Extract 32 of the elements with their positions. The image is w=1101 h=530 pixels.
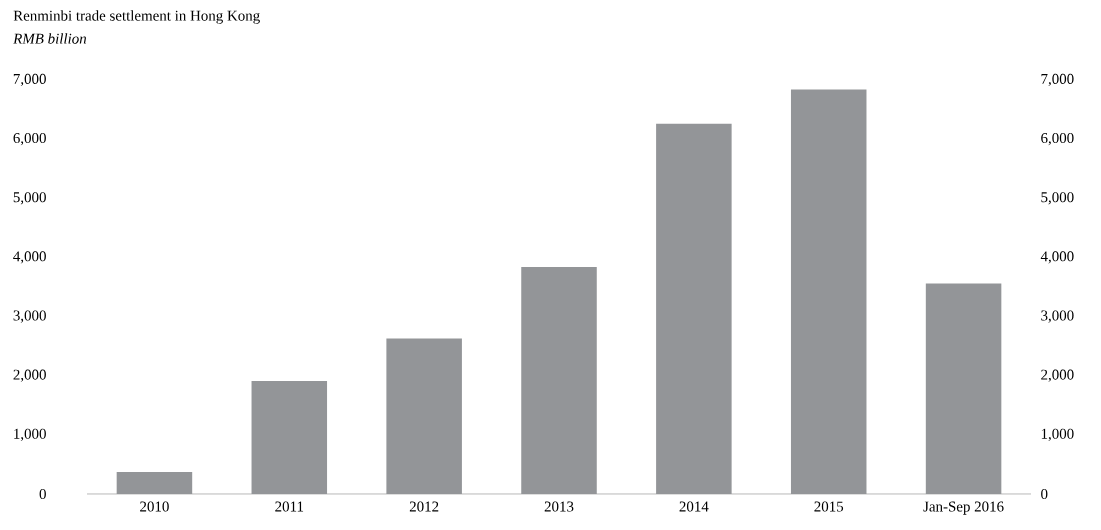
x-tick-label: 2014 <box>679 501 709 512</box>
bar <box>386 338 462 494</box>
bar <box>116 472 193 494</box>
y2-tick-label: 7,000 <box>1041 73 1074 87</box>
y-tick-label: 7,000 <box>13 73 46 87</box>
bar <box>656 123 732 494</box>
y-tick-label: 1,000 <box>14 428 46 441</box>
bar <box>251 381 328 494</box>
x-tick-label: 2013 <box>544 501 574 512</box>
y2-tick-label: 4,000 <box>1040 251 1074 264</box>
x-tick-label: 2012 <box>409 501 439 512</box>
y2-tick-label: 1,000 <box>1041 428 1074 441</box>
y-tick-label: 5,000 <box>13 192 46 205</box>
x-tick-label: 2010 <box>140 501 169 512</box>
y-tick-label: 0 <box>39 488 46 500</box>
y2-tick-label: 5,000 <box>1041 192 1074 205</box>
x-tick-label: Jan-Sep 2016 <box>923 501 1004 515</box>
y2-tick-label: 0 <box>1041 488 1048 500</box>
y2-tick-label: 3,000 <box>1041 310 1074 323</box>
y2-tick-label: 6,000 <box>1041 133 1074 146</box>
chart-subtitle: RMB billion <box>13 33 87 44</box>
y-tick-label: 2,000 <box>13 369 46 382</box>
y-tick-label: 3,000 <box>13 310 46 323</box>
y-tick-label: 4,000 <box>13 251 46 264</box>
y-tick-label: 6,000 <box>13 133 46 146</box>
chart-title: Renminbi trade settlement in Hong Kong <box>13 10 260 24</box>
x-tick-label: 2011 <box>275 501 304 512</box>
y2-tick-label: 2,000 <box>1041 369 1074 382</box>
bar <box>521 266 597 494</box>
bar <box>790 89 867 494</box>
x-tick-label: 2015 <box>814 501 844 512</box>
bar <box>925 283 1002 494</box>
